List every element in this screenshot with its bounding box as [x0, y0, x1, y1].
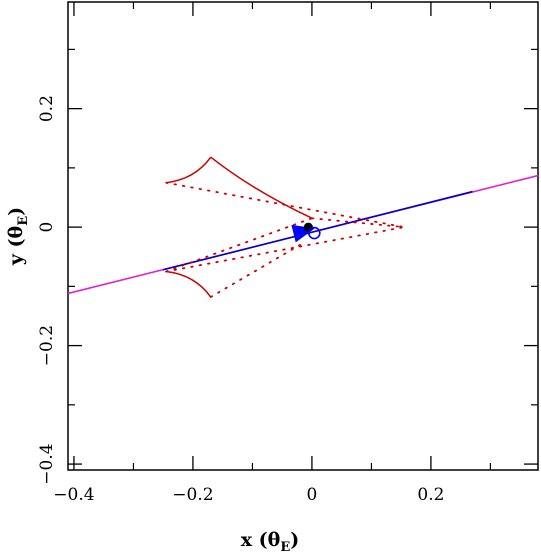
caustic-arc	[210, 156, 313, 219]
caustic-dotted	[165, 217, 313, 273]
x-tick-label: −0.4	[53, 485, 94, 505]
caustic-dotted	[311, 217, 406, 229]
y-tick-label: 0	[37, 222, 57, 233]
caustic-dotted	[165, 226, 406, 273]
plot-frame	[67, 1, 539, 471]
markers	[291, 222, 321, 243]
y-tick-label: −0.4	[37, 443, 57, 484]
lens-point	[303, 222, 313, 232]
trajectory-highlight	[162, 190, 473, 271]
caustic-dotted	[165, 181, 406, 229]
caustic-arc	[166, 270, 212, 298]
caustic-curve	[165, 156, 406, 298]
x-tick-label: 0.2	[417, 485, 444, 505]
caustic-arc	[166, 156, 212, 184]
x-tick-label: 0	[307, 485, 318, 505]
source-circle	[308, 226, 321, 240]
y-tick-label: −0.2	[37, 325, 57, 366]
y-tick-label: 0.2	[37, 95, 57, 122]
tick-labels: −0.4 −0.2 0 0.2 −0.4 −0.2 0 0.2	[37, 95, 444, 505]
x-tick-label: −0.2	[172, 485, 213, 505]
y-axis-label: y (θE)	[5, 207, 31, 266]
caustic-dotted	[209, 243, 301, 298]
x-axis-label: x (θE)	[241, 529, 300, 555]
ticks	[68, 2, 538, 470]
